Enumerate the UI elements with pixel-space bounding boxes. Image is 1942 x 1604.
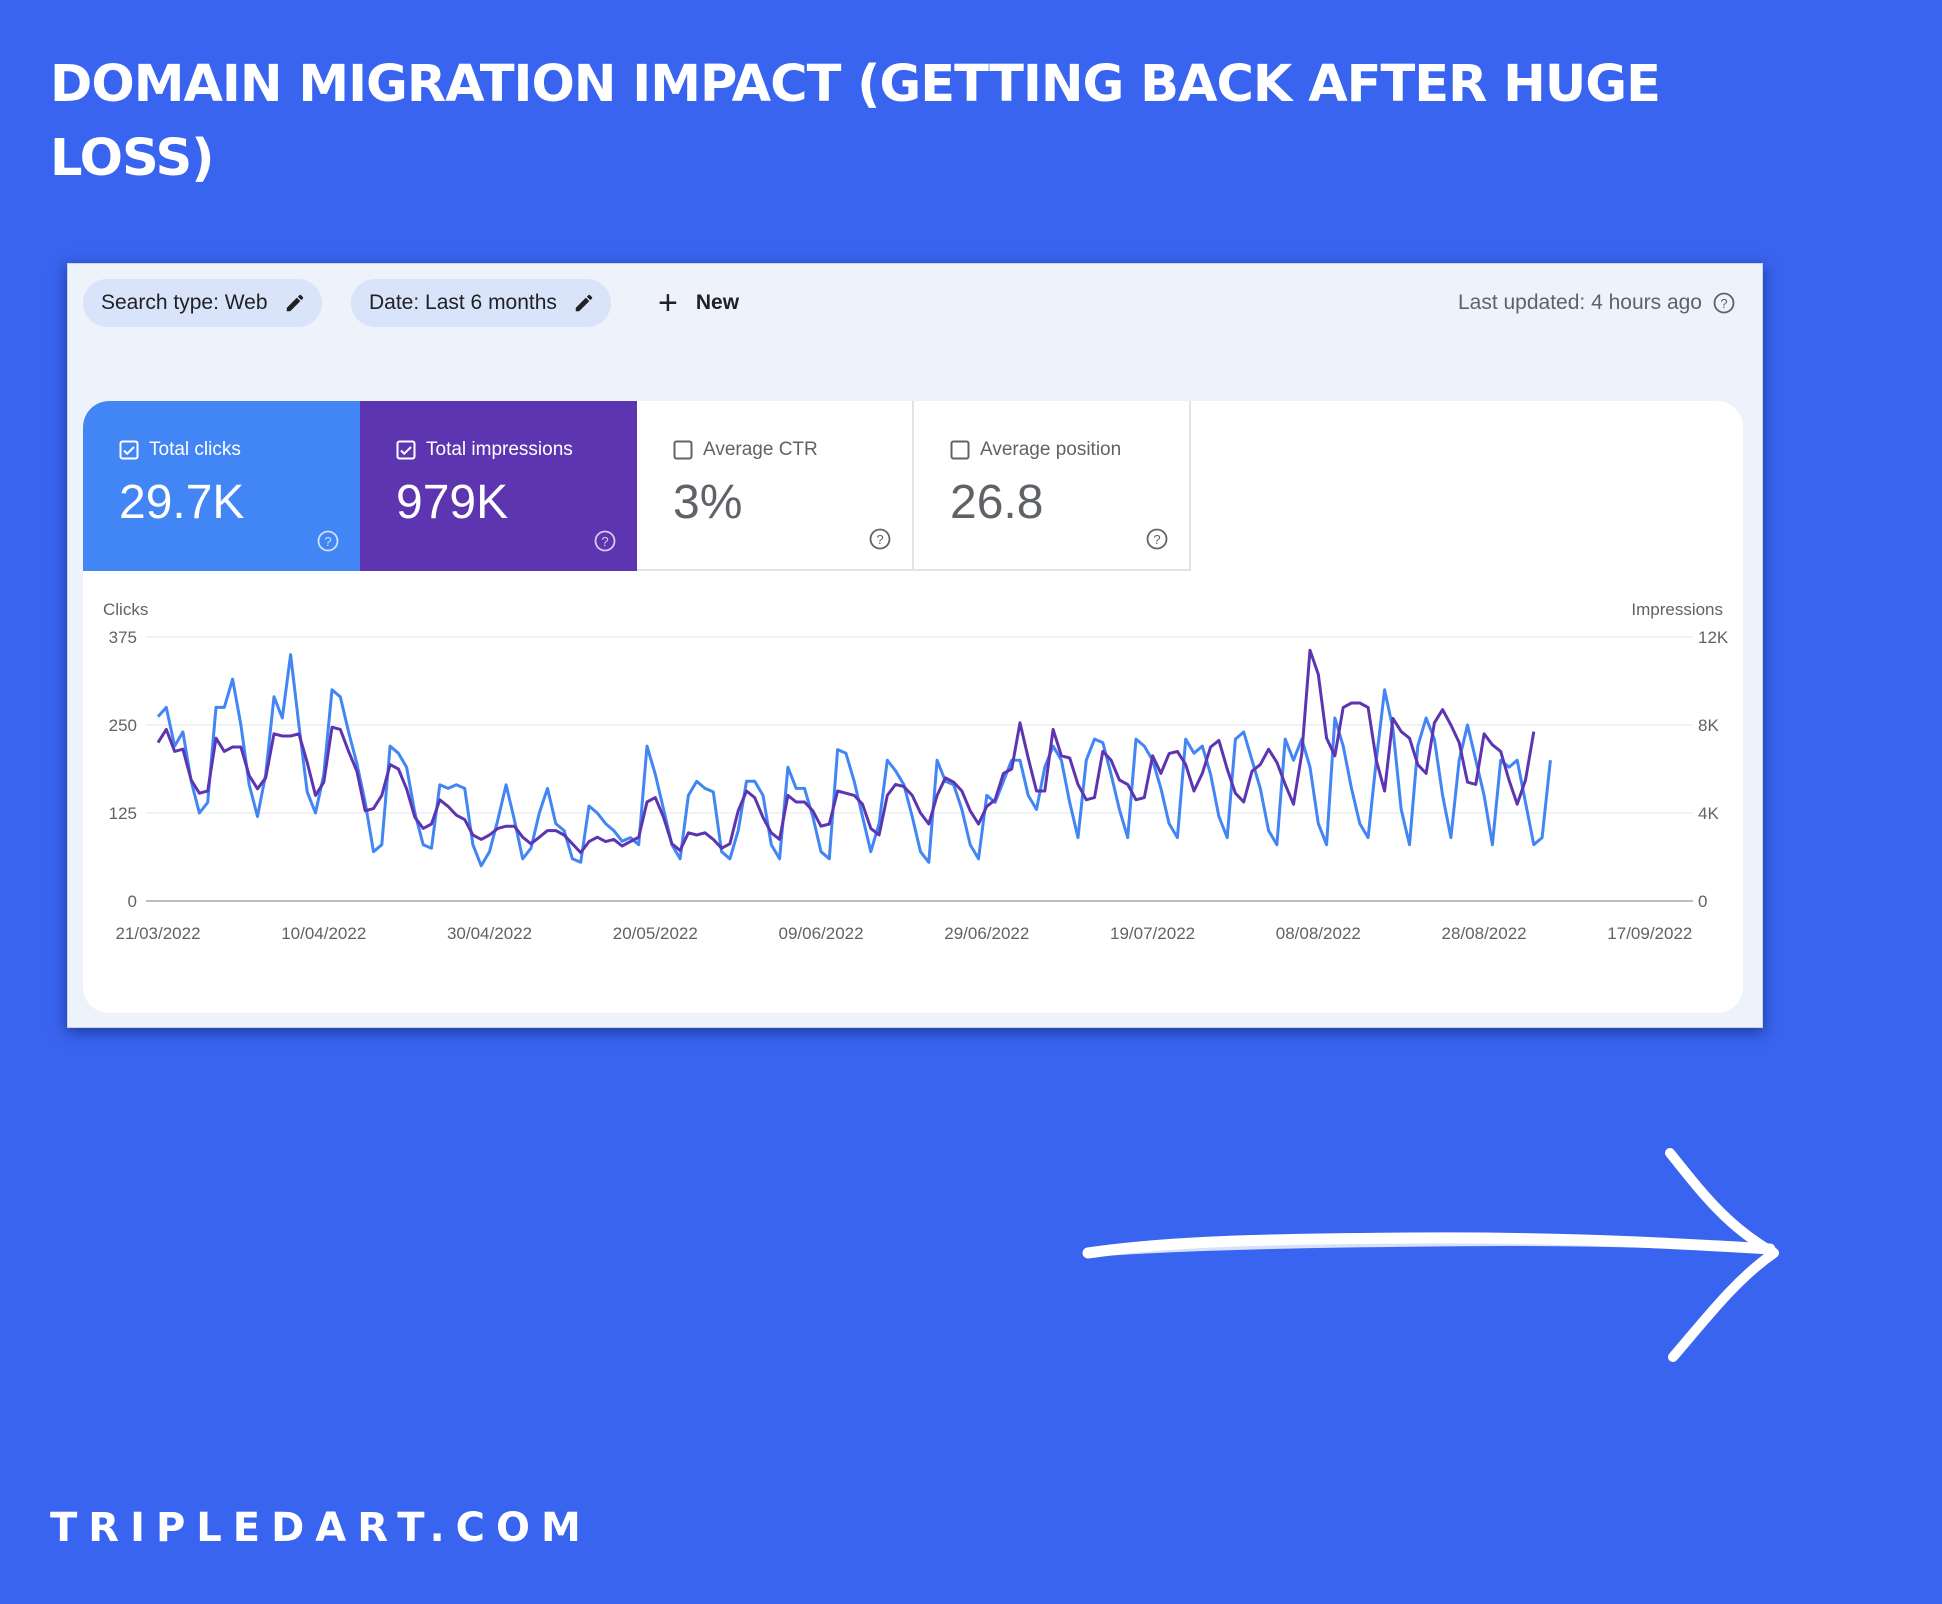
y-left-tick-label: 125: [109, 804, 137, 823]
headline: DOMAIN MIGRATION IMPACT (GETTING BACK AF…: [50, 55, 1661, 188]
pencil-icon: [575, 294, 593, 312]
y-right-tick-label: 12K: [1698, 628, 1729, 647]
new-filter-button[interactable]: + New: [658, 279, 739, 327]
svg-text:?: ?: [876, 532, 883, 547]
y-right-tick-label: 0: [1698, 892, 1707, 911]
search-type-filter-chip[interactable]: Search type: Web: [83, 279, 322, 327]
pencil-icon: [286, 294, 303, 312]
x-tick-label: 08/08/2022: [1276, 924, 1361, 943]
metric-tile-average-ctr[interactable]: Average CTR 3% ?: [637, 401, 914, 571]
metric-label: Total impressions: [426, 439, 573, 460]
checkbox-unchecked-icon[interactable]: [950, 440, 970, 460]
metric-value: 29.7K: [119, 476, 245, 529]
x-tick-label: 20/05/2022: [613, 924, 698, 943]
y-right-tick-label: 8K: [1698, 716, 1719, 735]
plus-icon: +: [658, 284, 678, 322]
svg-text:?: ?: [1720, 296, 1727, 311]
series-line-clicks: [156, 653, 1552, 868]
y-right-tick-label: 4K: [1698, 804, 1719, 823]
metric-label: Average CTR: [703, 439, 818, 460]
x-tick-label: 09/06/2022: [778, 924, 863, 943]
x-tick-label: 19/07/2022: [1110, 924, 1195, 943]
metric-tile-total-impressions[interactable]: Total impressions 979K ?: [360, 401, 637, 571]
svg-text:?: ?: [1153, 532, 1160, 547]
help-icon[interactable]: ?: [868, 527, 892, 551]
metric-label: Average position: [980, 439, 1122, 460]
metric-value: 3%: [673, 476, 743, 529]
footer-domain: TRIPLEDART.COM: [50, 1505, 592, 1551]
help-icon[interactable]: ?: [316, 529, 340, 553]
new-filter-label: New: [695, 291, 740, 314]
x-tick-label: 10/04/2022: [281, 924, 366, 943]
y-left-tick-label: 250: [109, 716, 137, 735]
x-tick-label: 17/09/2022: [1607, 924, 1692, 943]
metric-value: 26.8: [950, 476, 1044, 529]
help-icon[interactable]: ?: [593, 529, 617, 553]
search-console-card: Search type: Web Date: Last 6 months + N…: [67, 263, 1763, 1028]
metric-label: Total clicks: [149, 439, 241, 460]
checkbox-checked-icon[interactable]: [396, 440, 416, 460]
last-updated-text: Last updated: 4 hours ago: [1457, 291, 1702, 314]
y-axis-right-title: Impressions: [1631, 600, 1723, 619]
date-filter-label: Date: Last 6 months: [369, 291, 557, 314]
svg-text:?: ?: [601, 534, 608, 549]
metric-tile-average-position[interactable]: Average position 26.8 ?: [914, 401, 1191, 571]
x-tick-label: 29/06/2022: [944, 924, 1029, 943]
y-left-tick-label: 0: [128, 892, 137, 911]
right-arrow-icon: [1082, 1148, 1779, 1362]
performance-chart[interactable]: Clicks Impressions 0 0 125 4K 250 8K 375 12K 21/03…: [83, 571, 1743, 1011]
y-left-tick-label: 375: [109, 628, 137, 647]
metric-value: 979K: [396, 476, 509, 529]
search-type-label: Search type: Web: [101, 291, 268, 314]
help-icon[interactable]: ?: [1712, 291, 1736, 315]
last-updated: Last updated: 4 hours ago ?: [1458, 279, 1736, 327]
date-filter-chip[interactable]: Date: Last 6 months: [351, 279, 611, 327]
performance-panel: Total clicks 29.7K ? Total impressions 9…: [83, 401, 1743, 1013]
x-tick-label: 21/03/2022: [115, 924, 200, 943]
checkbox-checked-icon[interactable]: [119, 440, 139, 460]
checkbox-unchecked-icon[interactable]: [673, 440, 693, 460]
svg-text:?: ?: [324, 534, 331, 549]
help-icon[interactable]: ?: [1145, 527, 1169, 551]
metric-tile-total-clicks[interactable]: Total clicks 29.7K ?: [83, 401, 360, 571]
y-axis-left-title: Clicks: [103, 600, 148, 619]
x-tick-label: 28/08/2022: [1442, 924, 1527, 943]
series-line-impressions: [156, 648, 1536, 855]
x-tick-label: 30/04/2022: [447, 924, 532, 943]
